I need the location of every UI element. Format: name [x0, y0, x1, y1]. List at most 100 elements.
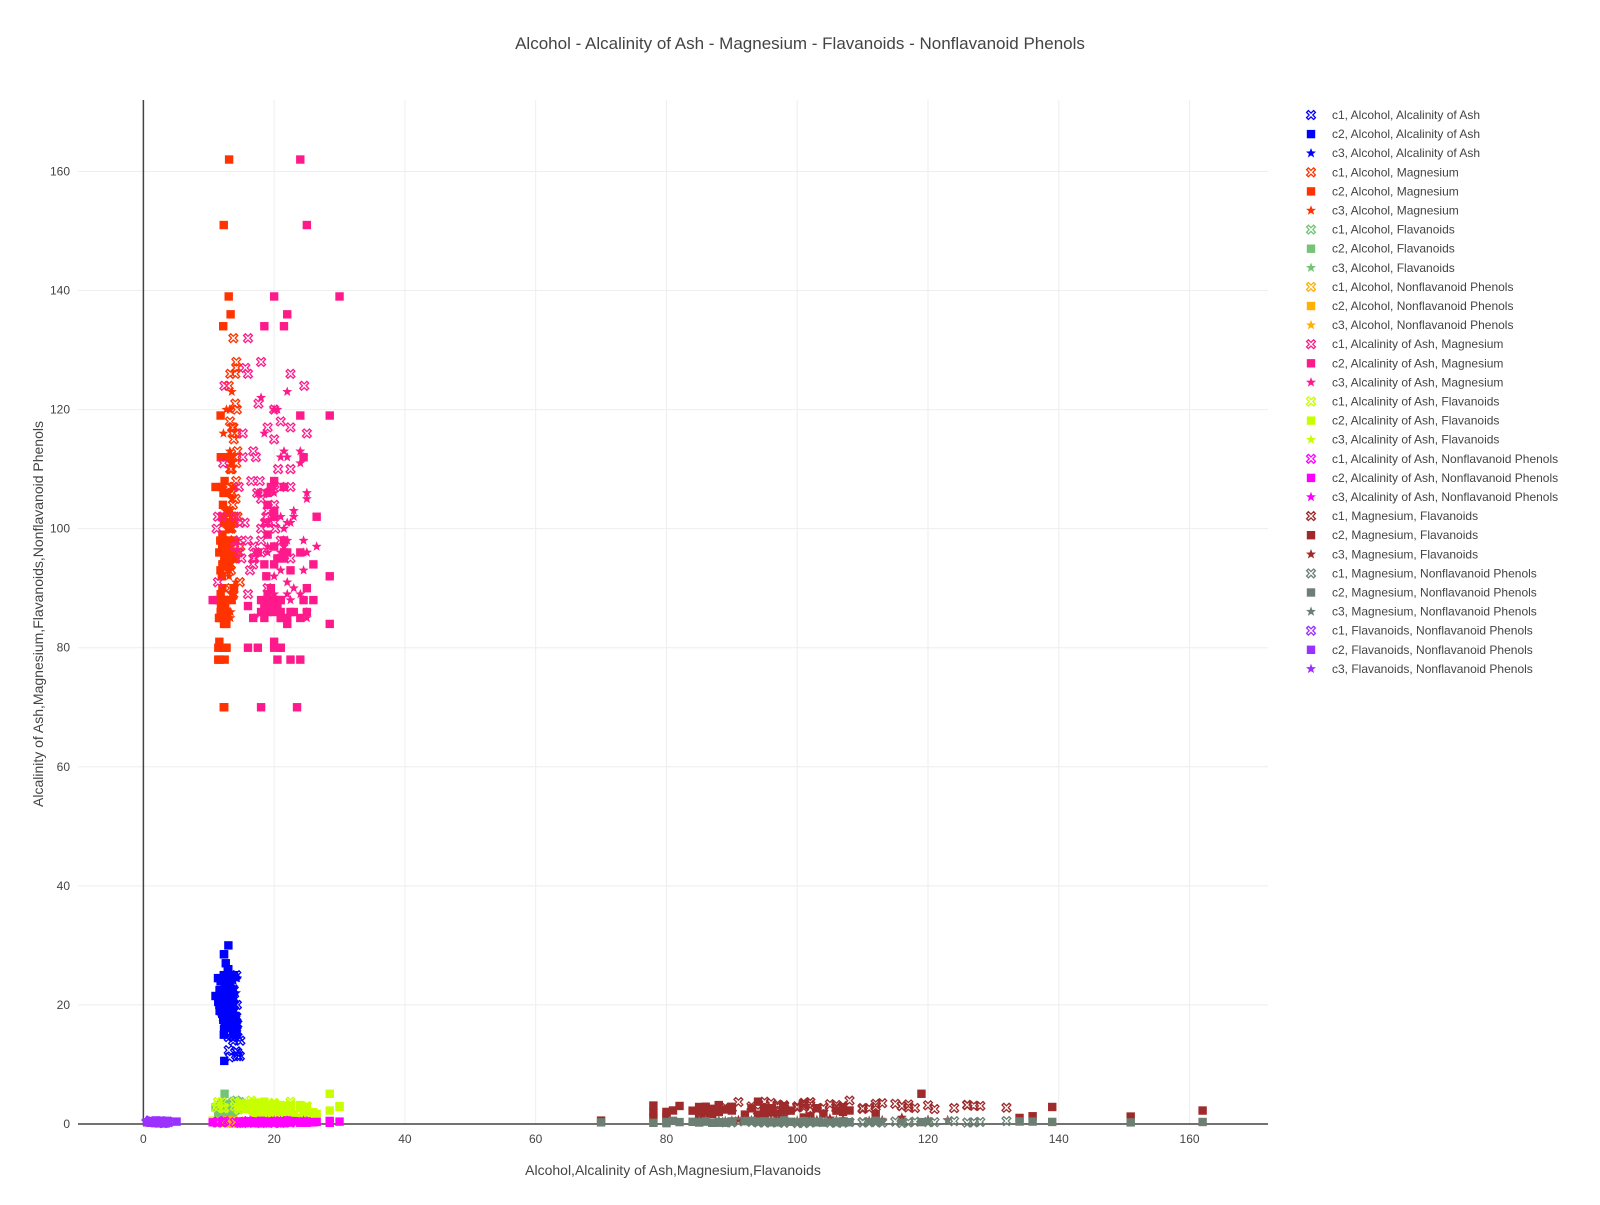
data-point: [253, 643, 263, 652]
legend-item[interactable]: c2, Magnesium, Nonflavanoid Phenols: [1306, 586, 1537, 600]
data-point: [335, 1101, 344, 1111]
legend-item[interactable]: c2, Alcohol, Alcalinity of Ash: [1306, 127, 1480, 141]
data-point: [219, 999, 230, 1010]
legend[interactable]: c1, Alcohol, Alcalinity of Ash c2, Alcoho…: [1305, 108, 1559, 676]
legend-item[interactable]: c3, Alcohol, Nonflavanoid Phenols: [1306, 318, 1513, 332]
data-point: [269, 588, 280, 599]
data-point: [302, 220, 312, 230]
legend-item[interactable]: c3, Flavanoids, Nonflavanoid Phenols: [1306, 662, 1533, 676]
legend-item[interactable]: c3, Alcalinity of Ash, Nonflavanoid Phen…: [1306, 490, 1558, 504]
data-point: [296, 548, 305, 557]
data-point: [701, 1107, 710, 1117]
data-point: [282, 588, 293, 599]
legend-marker: [1305, 338, 1317, 350]
legend-item[interactable]: c2, Alcalinity of Ash, Nonflavanoid Phen…: [1306, 471, 1558, 485]
data-point: [269, 541, 280, 551]
data-point: [779, 1105, 789, 1115]
legend-item[interactable]: c3, Alcohol, Magnesium: [1306, 204, 1459, 218]
data-point: [283, 619, 292, 629]
data-point: [1198, 1117, 1207, 1127]
legend-item[interactable]: c1, Alcohol, Alcalinity of Ash: [1305, 108, 1481, 122]
legend-item[interactable]: c1, Magnesium, Flavanoids: [1305, 509, 1478, 523]
data-point: [282, 535, 293, 545]
legend-label: c1, Alcohol, Alcalinity of Ash: [1332, 108, 1480, 122]
legend-item[interactable]: c1, Magnesium, Nonflavanoid Phenols: [1305, 566, 1537, 580]
data-point: [298, 547, 309, 557]
data-point: [253, 1101, 263, 1110]
series-group: [140, 1115, 157, 1126]
legend-item[interactable]: c2, Magnesium, Flavanoids: [1306, 528, 1478, 542]
legend-item[interactable]: c1, Alcalinity of Ash, Flavanoids: [1305, 395, 1500, 409]
data-point: [298, 535, 309, 545]
legend-item[interactable]: c1, Alcohol, Nonflavanoid Phenols: [1305, 280, 1514, 294]
data-point: [263, 601, 272, 611]
data-point: [228, 594, 239, 605]
data-point: [596, 1118, 606, 1127]
data-point: [252, 487, 263, 498]
legend-item[interactable]: c3, Alcohol, Flavanoids: [1306, 261, 1455, 275]
data-point: [708, 1104, 717, 1114]
data-point: [282, 1115, 293, 1126]
legend-marker: [1306, 244, 1316, 253]
data-point: [141, 1115, 152, 1126]
data-point: [309, 1118, 318, 1127]
legend-item[interactable]: c1, Alcalinity of Ash, Nonflavanoid Phen…: [1305, 452, 1559, 466]
data-point: [222, 523, 233, 533]
data-point: [220, 476, 229, 486]
data-point: [224, 560, 233, 569]
data-point: [675, 1101, 684, 1111]
x-tick-label: 100: [787, 1132, 807, 1146]
legend-item[interactable]: c1, Alcalinity of Ash, Magnesium: [1305, 337, 1504, 351]
y-tick-label: 40: [57, 879, 71, 893]
data-point: [275, 416, 287, 427]
legend-item[interactable]: c3, Magnesium, Nonflavanoid Phenols: [1306, 605, 1537, 619]
legend-label: c2, Alcohol, Magnesium: [1332, 184, 1459, 198]
data-point: [720, 1115, 731, 1126]
data-point: [229, 1096, 241, 1108]
legend-marker: [1306, 663, 1316, 674]
legend-item[interactable]: c1, Alcohol, Magnesium: [1305, 165, 1459, 179]
data-point: [296, 155, 305, 164]
data-point: [688, 1117, 697, 1126]
data-point: [221, 601, 230, 611]
data-point: [226, 972, 236, 983]
legend-item[interactable]: c2, Alcohol, Flavanoids: [1306, 242, 1455, 256]
data-point: [233, 481, 245, 493]
legend-item[interactable]: c2, Flavanoids, Nonflavanoid Phenols: [1306, 643, 1533, 657]
legend-item[interactable]: c1, Flavanoids, Nonflavanoid Phenols: [1305, 624, 1533, 638]
data-point: [1028, 1112, 1037, 1121]
data-point: [844, 1095, 855, 1106]
legend-item[interactable]: c3, Alcalinity of Ash, Flavanoids: [1306, 433, 1499, 447]
legend-item[interactable]: c1, Alcohol, Flavanoids: [1305, 223, 1455, 237]
legend-item[interactable]: c2, Alcalinity of Ash, Flavanoids: [1306, 414, 1500, 428]
data-point: [301, 606, 312, 617]
data-point: [863, 1102, 875, 1114]
legend-label: c3, Alcalinity of Ash, Magnesium: [1332, 375, 1503, 389]
data-point: [301, 428, 313, 439]
legend-item[interactable]: c2, Alcalinity of Ash, Magnesium: [1306, 356, 1504, 370]
data-point: [262, 1116, 273, 1126]
data-point: [278, 541, 289, 551]
legend-item[interactable]: c3, Alcohol, Alcalinity of Ash: [1306, 146, 1480, 160]
legend-item[interactable]: c2, Alcohol, Magnesium: [1306, 184, 1459, 198]
data-point: [255, 356, 267, 368]
data-point: [700, 1115, 711, 1125]
legend-item[interactable]: c2, Alcohol, Nonflavanoid Phenols: [1306, 299, 1514, 313]
legend-item[interactable]: c3, Alcalinity of Ash, Magnesium: [1306, 375, 1503, 389]
legend-marker: [1305, 625, 1317, 637]
legend-item[interactable]: c3, Magnesium, Flavanoids: [1306, 547, 1478, 561]
data-point: [649, 1107, 658, 1117]
data-point: [233, 535, 245, 546]
data-point: [903, 1102, 914, 1113]
data-point: [245, 1095, 257, 1106]
data-point: [262, 541, 273, 551]
data-point: [263, 530, 272, 539]
legend-marker: [1305, 510, 1317, 522]
data-point: [812, 1104, 822, 1113]
data-point: [714, 1107, 723, 1117]
data-point: [1028, 1117, 1037, 1126]
data-point: [786, 1106, 795, 1115]
data-point: [262, 572, 271, 581]
data-point: [218, 428, 229, 438]
legend-label: c2, Magnesium, Nonflavanoid Phenols: [1332, 586, 1537, 600]
